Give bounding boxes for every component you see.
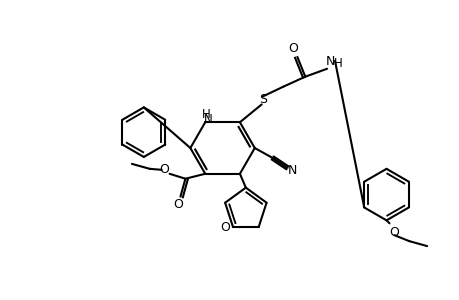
Text: N: N: [325, 55, 334, 68]
Text: H: H: [202, 108, 210, 121]
Text: H: H: [333, 57, 341, 70]
Text: N: N: [287, 164, 297, 177]
Text: S: S: [258, 93, 266, 106]
Text: O: O: [159, 163, 169, 176]
Text: N: N: [203, 113, 212, 126]
Text: O: O: [288, 42, 298, 56]
Text: O: O: [173, 198, 183, 211]
Text: O: O: [220, 220, 230, 234]
Text: O: O: [389, 226, 398, 239]
